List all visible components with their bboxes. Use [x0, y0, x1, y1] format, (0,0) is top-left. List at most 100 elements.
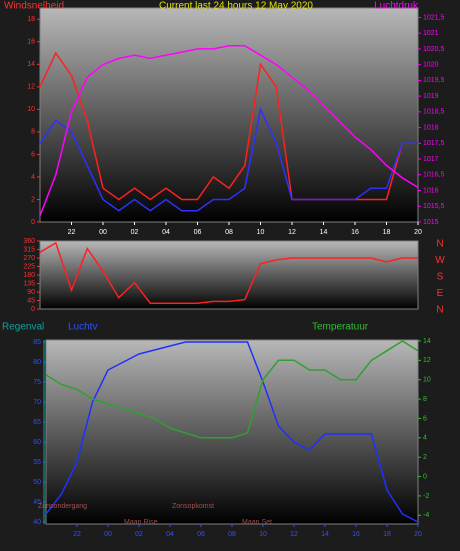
y-tick-label: 0	[31, 219, 35, 226]
y2-tick-label: 0	[423, 473, 427, 480]
plot-area	[39, 240, 419, 310]
plot-area	[39, 7, 419, 223]
x-tick-label: 14	[320, 229, 328, 236]
y-tick-label: 65	[33, 419, 41, 426]
y2-tick-label: 1020,5	[423, 46, 445, 53]
y2-tick-label: 1020	[423, 61, 439, 68]
y2-tick-label: 1015	[423, 219, 439, 226]
annotation: Maan Set	[242, 519, 272, 526]
series-line	[39, 107, 418, 212]
x-tick-label: 08	[228, 531, 236, 538]
x-tick-label: 22	[73, 531, 81, 538]
y2-tick-label: 1018,5	[423, 109, 445, 116]
y-tick-label: 85	[33, 339, 41, 346]
y2-tick-label: 1019	[423, 93, 439, 100]
x-tick-label: 06	[197, 531, 205, 538]
x-tick-label: 18	[383, 531, 391, 538]
y-tick-label: 180	[23, 272, 35, 279]
y-tick-label: 270	[23, 255, 35, 262]
chart-title: Current last 24 hours 12 May 2020	[159, 1, 313, 12]
x-tick-label: 20	[414, 229, 422, 236]
x-tick-label: 06	[194, 229, 202, 236]
y2-tick-label: 10	[423, 377, 431, 384]
annotation: Zonsopkomst	[172, 503, 214, 510]
y2-tick-label: -2	[423, 493, 429, 500]
y-tick-label: 360	[23, 238, 35, 245]
y2-tick-label: 12	[423, 357, 431, 364]
direction-label: W	[435, 255, 445, 266]
y-tick-label: 6	[31, 151, 35, 158]
x-tick-label: 18	[383, 229, 391, 236]
annotation: Zonsondergang	[38, 503, 87, 510]
y-tick-label: 14	[27, 61, 35, 68]
x-tick-label: 16	[351, 229, 359, 236]
y-tick-label: 10	[27, 106, 35, 113]
x-tick-label: 02	[131, 229, 139, 236]
x-tick-label: 10	[257, 229, 265, 236]
x-tick-label: 16	[352, 531, 360, 538]
y2-tick-label: 4	[423, 435, 427, 442]
y2-tick-label: 1021	[423, 30, 439, 37]
y-tick-label: 55	[33, 459, 41, 466]
y-tick-label: 70	[33, 399, 41, 406]
annotation: Maan Rise	[124, 519, 158, 526]
series-line	[45, 341, 419, 523]
x-tick-label: 04	[162, 229, 170, 236]
y-tick-label: 135	[23, 280, 35, 287]
y-tick-label: 50	[33, 479, 41, 486]
x-tick-label: 04	[166, 531, 174, 538]
series-line	[39, 45, 419, 216]
x-tick-label: 12	[290, 531, 298, 538]
x-tick-label: 08	[225, 229, 233, 236]
rain-axis-title: Regenval	[2, 322, 44, 333]
y-tick-label: 4	[31, 174, 35, 181]
y-tick-label: 8	[31, 129, 35, 136]
direction-label: E	[437, 288, 444, 299]
y2-tick-label: 2	[423, 454, 427, 461]
y-tick-label: 0	[31, 306, 35, 313]
y2-tick-label: 1016,5	[423, 172, 445, 179]
x-tick-label: 10	[259, 531, 267, 538]
y2-tick-label: 1018	[423, 124, 439, 131]
direction-label: N	[436, 239, 443, 250]
y2-tick-label: 1021,5	[423, 14, 445, 21]
direction-label: N	[436, 305, 443, 316]
x-tick-label: 12	[288, 229, 296, 236]
x-tick-label: 20	[414, 531, 422, 538]
y-tick-label: 45	[27, 297, 35, 304]
y-tick-label: 75	[33, 379, 41, 386]
y2-tick-label: 8	[423, 396, 427, 403]
y2-tick-label: 1019,5	[423, 77, 445, 84]
x-tick-label: 00	[104, 531, 112, 538]
y-tick-label: 90	[27, 289, 35, 296]
y-tick-label: 18	[27, 16, 35, 23]
y-tick-label: 16	[27, 39, 35, 46]
x-tick-label: 02	[135, 531, 143, 538]
y-axis-title: Luchtv	[68, 322, 97, 333]
y2-tick-label: 1016	[423, 187, 439, 194]
y-tick-label: 80	[33, 359, 41, 366]
x-tick-label: 14	[321, 531, 329, 538]
y-tick-label: 45	[33, 499, 41, 506]
y2-tick-label: 14	[423, 338, 431, 345]
y2-tick-label: 6	[423, 415, 427, 422]
series-line	[45, 340, 419, 439]
y-tick-label: 12	[27, 84, 35, 91]
x-tick-label: 22	[68, 229, 76, 236]
plot-area	[45, 339, 419, 525]
direction-label: S	[437, 272, 444, 283]
y-tick-label: 2	[31, 196, 35, 203]
y-tick-label: 60	[33, 439, 41, 446]
y-tick-label: 315	[23, 246, 35, 253]
series-line	[39, 241, 418, 305]
y2-axis-title: Luchtdruk	[374, 1, 419, 12]
y-tick-label: 40	[33, 519, 41, 526]
y2-tick-label: -4	[423, 512, 429, 519]
y2-tick-label: 1017,5	[423, 140, 445, 147]
y2-tick-label: 1015,5	[423, 203, 445, 210]
y-tick-label: 225	[23, 263, 35, 270]
y-axis-title: Windsnelheid	[4, 1, 64, 12]
y2-axis-title: Temperatuur	[312, 322, 369, 333]
y2-tick-label: 1017	[423, 156, 439, 163]
